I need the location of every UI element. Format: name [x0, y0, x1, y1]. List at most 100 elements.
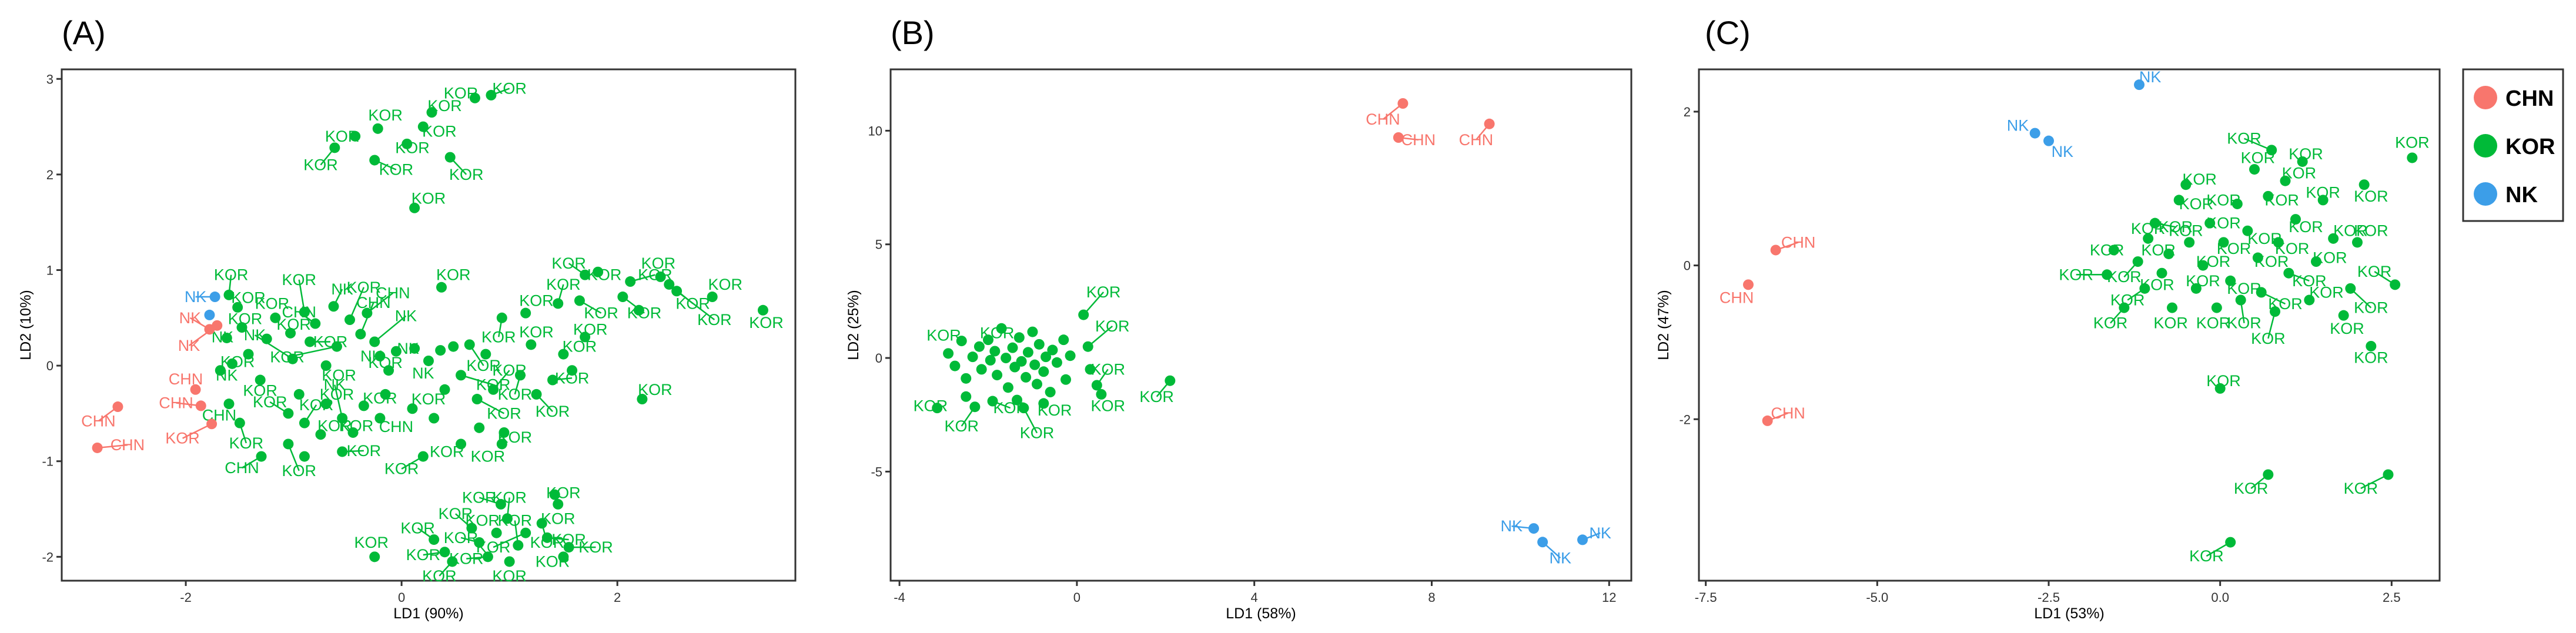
data-point-kor [2102, 269, 2113, 280]
data-point-kor [2218, 237, 2229, 248]
data-point-kor [347, 427, 359, 438]
label-leader-line [349, 287, 365, 320]
data-point-nk [204, 309, 215, 320]
data-point-kor [2197, 260, 2209, 271]
point-label: KOR [282, 271, 317, 289]
panel-b-leader-lines [961, 103, 1601, 559]
data-point-kor [1060, 374, 1072, 385]
data-point-kor [474, 537, 485, 548]
data-point-chn [212, 320, 223, 331]
legend-swatch-nk [2474, 182, 2497, 206]
data-point-kor [315, 429, 326, 440]
data-point-kor [417, 451, 429, 462]
data-point-kor [383, 365, 394, 376]
data-point-kor [358, 400, 369, 411]
data-point-kor [2290, 214, 2301, 225]
data-point-nk [1528, 523, 1540, 534]
point-label: KOR [313, 333, 348, 350]
point-label: KOR [546, 276, 581, 293]
x-tick-label: 4 [1251, 590, 1258, 605]
data-point-kor [2167, 302, 2177, 313]
data-point-kor [2304, 294, 2315, 306]
point-label: KOR [253, 393, 287, 411]
point-label: KOR [347, 442, 382, 460]
data-point-kor [448, 341, 459, 352]
data-point-chn [1393, 132, 1404, 143]
data-point-kor [992, 370, 1003, 381]
data-point-chn [112, 401, 123, 413]
point-label: KOR [2189, 547, 2224, 565]
data-point-kor [996, 323, 1007, 334]
data-point-kor [1022, 347, 1033, 358]
data-point-chn [1484, 118, 1495, 129]
data-point-kor [429, 413, 440, 424]
point-label: KOR [519, 292, 554, 310]
y-tick-label: -2 [42, 550, 53, 564]
data-point-kor [553, 298, 564, 309]
point-label: NK [185, 288, 207, 306]
data-point-kor [515, 370, 526, 381]
data-point-kor [232, 302, 243, 313]
data-point-kor [362, 307, 373, 319]
data-point-kor [474, 422, 485, 433]
data-point-kor [283, 408, 294, 419]
data-point-kor [409, 202, 420, 213]
point-label: CHN [111, 436, 145, 454]
point-label: CHN [159, 394, 193, 412]
data-point-kor [547, 374, 558, 386]
data-point-kor [355, 329, 366, 340]
data-point-kor [633, 304, 644, 316]
point-label: CHN [1781, 233, 1816, 251]
point-label: KOR [229, 434, 264, 452]
point-label: NK [331, 280, 353, 298]
data-point-nk [2043, 135, 2054, 146]
data-point-kor [961, 373, 972, 384]
point-label: KOR [2357, 263, 2392, 280]
data-point-kor [1047, 344, 1058, 356]
data-point-kor [2108, 245, 2119, 256]
point-label: CHN [1719, 289, 1754, 307]
data-point-kor [488, 384, 499, 395]
point-label: KOR [214, 266, 249, 284]
data-point-kor [444, 152, 456, 163]
data-point-kor [967, 351, 978, 363]
x-tick-label: 2.5 [2383, 590, 2401, 605]
data-point-kor [2328, 233, 2339, 244]
data-point-kor [989, 346, 1001, 357]
data-point-kor [1078, 309, 1089, 320]
legend-label-kor: KOR [2505, 135, 2555, 159]
point-label: CHN [81, 412, 116, 430]
data-point-kor [344, 314, 356, 326]
data-point-kor [293, 388, 305, 400]
point-label: CHN [1771, 404, 1805, 422]
data-point-kor [1085, 364, 1096, 375]
point-label: CHN [1401, 131, 1436, 149]
data-point-kor [226, 358, 237, 369]
label-leader-line [334, 384, 343, 418]
data-point-kor [2225, 537, 2236, 548]
point-label: NK [178, 337, 200, 354]
panel-c: (C) -7.5 -5.0 -2.5 0.0 2.5 -2 0 2 CHN CHN CHN NK NK… [1655, 14, 2441, 622]
panel-a-tag: (A) [62, 14, 106, 51]
data-point-chn [190, 384, 201, 395]
data-point-kor [464, 339, 475, 350]
panel-c-points [1743, 79, 2418, 548]
point-label: KOR [492, 567, 527, 585]
data-point-kor [236, 322, 247, 333]
data-point-kor [426, 107, 437, 118]
point-label: NK [412, 364, 434, 382]
data-point-kor [380, 388, 391, 400]
data-point-kor [2297, 156, 2308, 167]
data-point-kor [299, 451, 310, 462]
point-label: CHN [282, 303, 317, 321]
point-label: KOR [270, 348, 305, 366]
x-tick-label: -4 [894, 590, 905, 605]
point-label: KOR [627, 304, 662, 322]
point-label: KOR [471, 448, 506, 465]
data-point-kor [976, 364, 987, 375]
data-point-kor [270, 312, 281, 323]
data-point-kor [637, 394, 648, 405]
